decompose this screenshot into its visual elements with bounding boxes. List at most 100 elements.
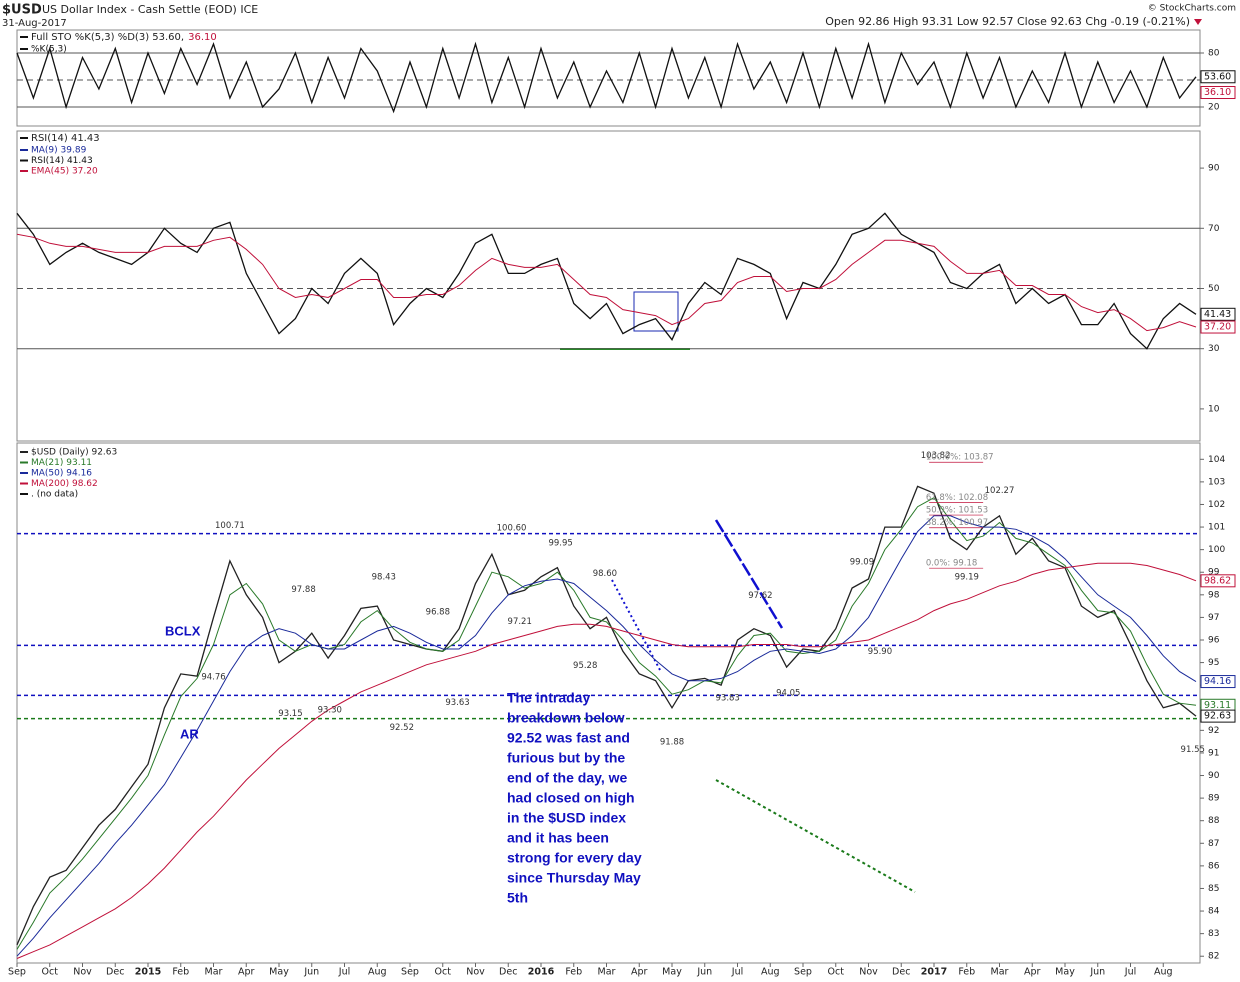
price-label: 100.60 <box>497 524 527 534</box>
y-tick-label: 86 <box>1208 861 1220 871</box>
trend-line <box>715 779 916 893</box>
price-label: 98.43 <box>372 573 396 583</box>
last-value-tag <box>1200 70 1236 84</box>
price-label: 97.62 <box>748 591 772 601</box>
y-tick-label: 30 <box>1208 344 1220 354</box>
x-tick-label: Mar <box>991 967 1009 978</box>
series-line <box>16 41 1197 114</box>
price-label: 91.88 <box>660 738 684 748</box>
legend-label: %K(5,3) <box>31 45 67 55</box>
x-tick-label: Mar <box>598 967 616 978</box>
annotation: AR <box>180 726 199 741</box>
note-line: 5th <box>507 890 528 906</box>
price-label: 93.83 <box>716 694 740 704</box>
x-tick-label: Dec <box>106 967 124 978</box>
x-tick-label: Jul <box>338 967 350 978</box>
last-value-label: 98.62 <box>1204 575 1231 586</box>
series-line <box>16 485 1197 946</box>
series-line <box>16 515 1197 957</box>
x-tick-label: Aug <box>1154 967 1173 978</box>
x-tick-label: Jun <box>303 967 319 978</box>
y-tick-label: 89 <box>1208 794 1220 804</box>
y-tick-label: 97 <box>1208 613 1219 623</box>
last-value-tag <box>1200 86 1236 100</box>
price-label: 93.15 <box>278 709 302 719</box>
x-tick-label: Feb <box>565 967 582 978</box>
price-label: 102.27 <box>985 486 1015 496</box>
y-tick-label: 95 <box>1208 658 1219 668</box>
price-label: 91.55 <box>1181 745 1205 755</box>
x-tick-label: Mar <box>205 967 223 978</box>
trend-line <box>714 519 784 629</box>
y-tick-label: 90 <box>1208 164 1220 174</box>
x-tick-label: Aug <box>761 967 780 978</box>
x-tick-label: 2017 <box>921 967 947 978</box>
note-line: The intraday <box>507 690 590 706</box>
y-tick-label: 88 <box>1208 816 1220 826</box>
x-tick-label: Oct <box>828 967 845 978</box>
last-value-tag <box>1200 709 1236 723</box>
legend-label: $USD (Daily) 92.63 <box>31 448 117 458</box>
last-value-label: 93.11 <box>1204 700 1231 711</box>
note-line: in the $USD index <box>507 810 626 826</box>
y-tick-label: 87 <box>1208 839 1219 849</box>
instrument-name: US Dollar Index - Cash Settle (EOD) ICE <box>42 3 258 16</box>
x-tick-label: May <box>662 967 682 978</box>
y-tick-label: 85 <box>1208 884 1219 894</box>
price-label: 99.95 <box>548 538 572 548</box>
last-value-label: 36.10 <box>1204 87 1231 98</box>
y-tick-label: 70 <box>1208 224 1220 234</box>
price-label: 98.60 <box>593 569 617 579</box>
y-tick-label: 84 <box>1208 907 1220 917</box>
x-tick-label: Nov <box>73 967 92 978</box>
note-line: 92.52 was fast and <box>507 730 630 746</box>
y-tick-label: 96 <box>1208 635 1220 645</box>
note-line: end of the day, we <box>507 770 628 786</box>
price-label: 94.05 <box>776 689 800 699</box>
symbol: $USD <box>2 3 42 18</box>
last-value-label: 92.63 <box>1204 711 1231 722</box>
x-tick-label: 2015 <box>135 967 161 978</box>
y-tick-label: 103 <box>1208 477 1225 487</box>
fib-label: 38.2%: 100.97 <box>926 518 988 528</box>
y-tick-label: 98 <box>1208 590 1220 600</box>
x-tick-label: Apr <box>238 967 255 978</box>
legend-label: . (no data) <box>31 490 78 500</box>
last-value-tag <box>1200 675 1236 689</box>
x-tick-label: Feb <box>172 967 189 978</box>
x-tick-label: May <box>269 967 289 978</box>
y-tick-label: 80 <box>1208 49 1220 59</box>
highlight-box <box>633 291 679 332</box>
legend-label: MA(21) 93.11 <box>31 458 92 468</box>
y-tick-label: 91 <box>1208 748 1219 758</box>
panel-frame <box>16 442 1201 964</box>
y-tick-label: 102 <box>1208 500 1225 510</box>
y-tick-label: 10 <box>1208 404 1220 414</box>
note-line: and it has been <box>507 830 609 846</box>
y-tick-label: 101 <box>1208 523 1225 533</box>
x-tick-label: Jul <box>1124 967 1136 978</box>
price-label: 93.63 <box>445 698 469 708</box>
fib-label: 61.8%: 102.08 <box>926 493 988 503</box>
legend-label: MA(9) 39.89 <box>31 146 87 156</box>
panel-title: RSI(14) 41.43 <box>31 133 100 144</box>
x-tick-label: May <box>1055 967 1075 978</box>
y-tick-label: 104 <box>1208 455 1225 465</box>
fib-label: 0.0%: 99.18 <box>926 559 978 569</box>
legend-label: RSI(14) 41.43 <box>31 156 93 166</box>
price-label: 95.90 <box>868 647 892 657</box>
x-tick-label: Sep <box>401 967 419 978</box>
last-value-label: 37.20 <box>1204 322 1231 333</box>
y-tick-label: 92 <box>1208 726 1219 736</box>
x-tick-label: 2016 <box>528 967 555 978</box>
series-line <box>16 212 1197 350</box>
x-tick-label: Feb <box>958 967 975 978</box>
price-label: 97.21 <box>508 617 532 627</box>
x-tick-label: Sep <box>8 967 26 978</box>
price-label: 99.19 <box>955 572 979 582</box>
x-tick-label: Aug <box>368 967 387 978</box>
x-tick-label: Oct <box>435 967 452 978</box>
y-tick-label: 100 <box>1208 545 1225 555</box>
note-line: breakdown below <box>507 710 625 726</box>
note-line: since Thursday May <box>507 870 641 886</box>
